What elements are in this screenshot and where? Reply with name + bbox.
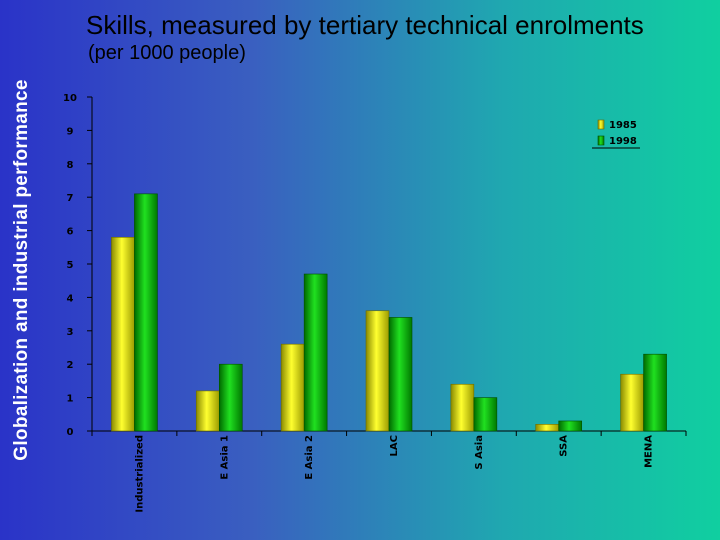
y-tick-label: 4 bbox=[67, 293, 74, 304]
bar-1985-mena bbox=[620, 373, 644, 432]
x-tick-label: E Asia 1 bbox=[219, 435, 230, 480]
legend-label-1998: 1998 bbox=[609, 136, 637, 147]
x-tick-label: SSA bbox=[559, 435, 570, 457]
y-tick-label: 7 bbox=[67, 193, 74, 204]
legend-swatch-1998 bbox=[597, 135, 605, 146]
bar-1998-e-asia-2 bbox=[303, 273, 328, 432]
legend-label-1985: 1985 bbox=[609, 120, 637, 131]
y-tick-label: 2 bbox=[67, 360, 74, 371]
y-tick-label: 5 bbox=[67, 260, 74, 271]
bar-1998-lac bbox=[388, 317, 413, 432]
y-tick-label: 6 bbox=[67, 227, 74, 238]
bar-1985-ssa bbox=[535, 424, 560, 432]
y-tick-label: 8 bbox=[67, 160, 74, 171]
bar-1998-e-asia-1 bbox=[218, 363, 243, 432]
bar-1998-s-asia bbox=[473, 397, 498, 432]
x-tick-label: LAC bbox=[389, 435, 400, 456]
chart-subtitle: (per 1000 people) bbox=[88, 42, 246, 64]
y-tick-label: 1 bbox=[67, 394, 74, 405]
bar-1998-mena bbox=[643, 353, 667, 432]
bar-1985-lac bbox=[365, 310, 390, 432]
chart-title: Skills, measured by tertiary technical e… bbox=[86, 10, 644, 40]
bar-1985-e-asia-1 bbox=[195, 390, 220, 432]
x-tick-label: Industrialized bbox=[134, 435, 145, 513]
bar-1998-ssa bbox=[558, 420, 583, 432]
legend-swatch-1985 bbox=[597, 119, 605, 130]
bar-1985-s-asia bbox=[450, 383, 475, 432]
bar-1985-e-asia-2 bbox=[280, 343, 305, 432]
y-tick-label: 0 bbox=[67, 427, 74, 438]
x-tick-label: E Asia 2 bbox=[304, 435, 315, 480]
y-tick-label: 9 bbox=[67, 126, 74, 137]
y-tick-label: 10 bbox=[63, 93, 77, 104]
bar-1998-industrialized bbox=[134, 193, 158, 432]
x-tick-label: S Asia bbox=[474, 435, 485, 470]
x-tick-label: MENA bbox=[644, 435, 655, 468]
bar-1985-industrialized bbox=[111, 236, 135, 432]
y-tick-label: 3 bbox=[67, 327, 74, 338]
